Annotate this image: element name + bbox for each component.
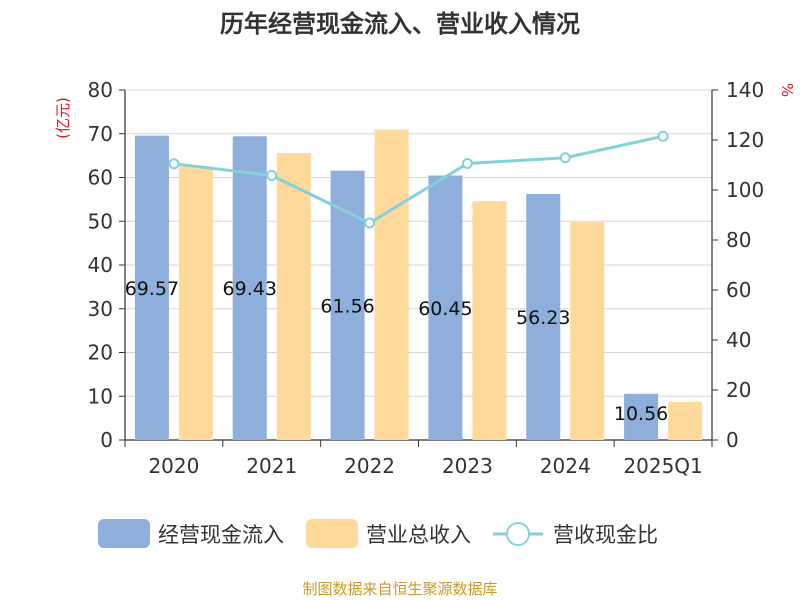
data-labels: 69.57 69.43 61.56 60.45 56.23 10.56 <box>125 278 669 425</box>
left-axis-unit: (亿元) <box>54 97 72 139</box>
bar-value-label: 60.45 <box>418 298 472 320</box>
source-note: 制图数据来自恒生聚源数据库 <box>302 580 497 598</box>
left-tick-label: 10 <box>88 384 113 408</box>
bar-经营现金流入 <box>134 135 169 440</box>
line-营收现金比 <box>173 134 664 225</box>
line-series <box>168 130 669 229</box>
left-tick-label: 40 <box>88 253 113 277</box>
x-tick-label: 2022 <box>344 454 395 478</box>
bar-营业总收入 <box>276 153 311 440</box>
right-tick-label: 0 <box>726 428 739 452</box>
x-tick-label: 2021 <box>246 454 297 478</box>
bars <box>134 129 703 441</box>
right-axis-unit: % <box>778 83 796 97</box>
legend-label: 营业总收入 <box>366 523 471 547</box>
bar-经营现金流入 <box>428 175 463 440</box>
bar-value-label: 10.56 <box>614 403 668 425</box>
line-point <box>657 130 669 142</box>
legend-item[interactable]: 营业总收入 <box>306 519 471 548</box>
legend[interactable]: 经营现金流入 营业总收入 营收现金比 <box>98 519 658 548</box>
bar-经营现金流入 <box>526 193 561 440</box>
line-point <box>364 217 376 229</box>
legend-item[interactable]: 经营现金流入 <box>98 519 284 548</box>
bar-营业总收入 <box>472 201 507 440</box>
bar-value-label: 69.43 <box>223 278 277 300</box>
left-tick-label: 50 <box>88 209 113 233</box>
legend-label: 经营现金流入 <box>158 523 284 547</box>
x-tick-label: 2025Q1 <box>623 454 702 478</box>
legend-swatch <box>306 519 358 548</box>
left-tick-label: 0 <box>100 428 113 452</box>
right-tick-label: 120 <box>726 128 764 152</box>
left-tick-label: 70 <box>88 122 113 146</box>
right-tick-label: 20 <box>726 378 751 402</box>
bar-value-label: 69.57 <box>125 278 179 300</box>
legend-label: 营收现金比 <box>553 523 658 547</box>
left-tick-label: 20 <box>88 341 113 365</box>
grid <box>125 89 712 397</box>
bar-经营现金流入 <box>330 170 365 441</box>
bar-营业总收入 <box>374 129 409 440</box>
x-tick-label: 2023 <box>442 454 493 478</box>
bar-营业总收入 <box>178 166 213 440</box>
line-point <box>266 170 278 181</box>
axes: 0 10 20 30 40 50 60 70 80 0 20 40 60 80 100 120 140 2020 2… <box>88 78 765 478</box>
right-tick-label: 140 <box>726 78 764 102</box>
line-point <box>559 152 571 164</box>
line-point <box>168 158 180 170</box>
left-tick-label: 80 <box>88 78 113 102</box>
legend-swatch <box>98 519 150 548</box>
right-tick-label: 100 <box>726 178 764 202</box>
right-tick-label: 40 <box>726 328 751 352</box>
bar-经营现金流入 <box>232 136 267 440</box>
legend-item[interactable]: 营收现金比 <box>493 522 658 547</box>
x-tick-label: 2020 <box>148 454 199 478</box>
bar-value-label: 56.23 <box>516 307 570 329</box>
bar-营业总收入 <box>570 222 605 440</box>
right-tick-label: 80 <box>726 228 751 252</box>
bar-经营现金流入 <box>624 393 659 440</box>
left-tick-label: 60 <box>88 166 113 190</box>
line-point <box>461 158 473 169</box>
right-tick-label: 60 <box>726 278 751 302</box>
bar-value-label: 61.56 <box>320 295 374 317</box>
left-tick-label: 30 <box>88 297 113 321</box>
x-tick-label: 2024 <box>540 454 591 478</box>
bar-营业总收入 <box>668 401 703 440</box>
legend-marker <box>506 522 530 546</box>
chart-title: 历年经营现金流入、营业收入情况 <box>220 10 580 38</box>
